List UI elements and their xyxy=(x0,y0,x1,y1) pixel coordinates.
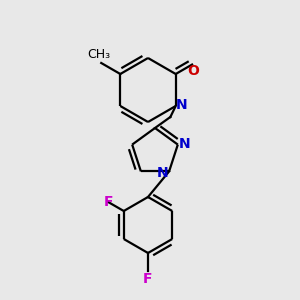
Text: N: N xyxy=(179,136,190,151)
Text: N: N xyxy=(156,167,168,180)
Text: N: N xyxy=(176,98,188,112)
Text: CH₃: CH₃ xyxy=(88,49,111,62)
Text: F: F xyxy=(143,272,153,286)
Text: O: O xyxy=(187,64,199,78)
Text: F: F xyxy=(103,195,113,209)
